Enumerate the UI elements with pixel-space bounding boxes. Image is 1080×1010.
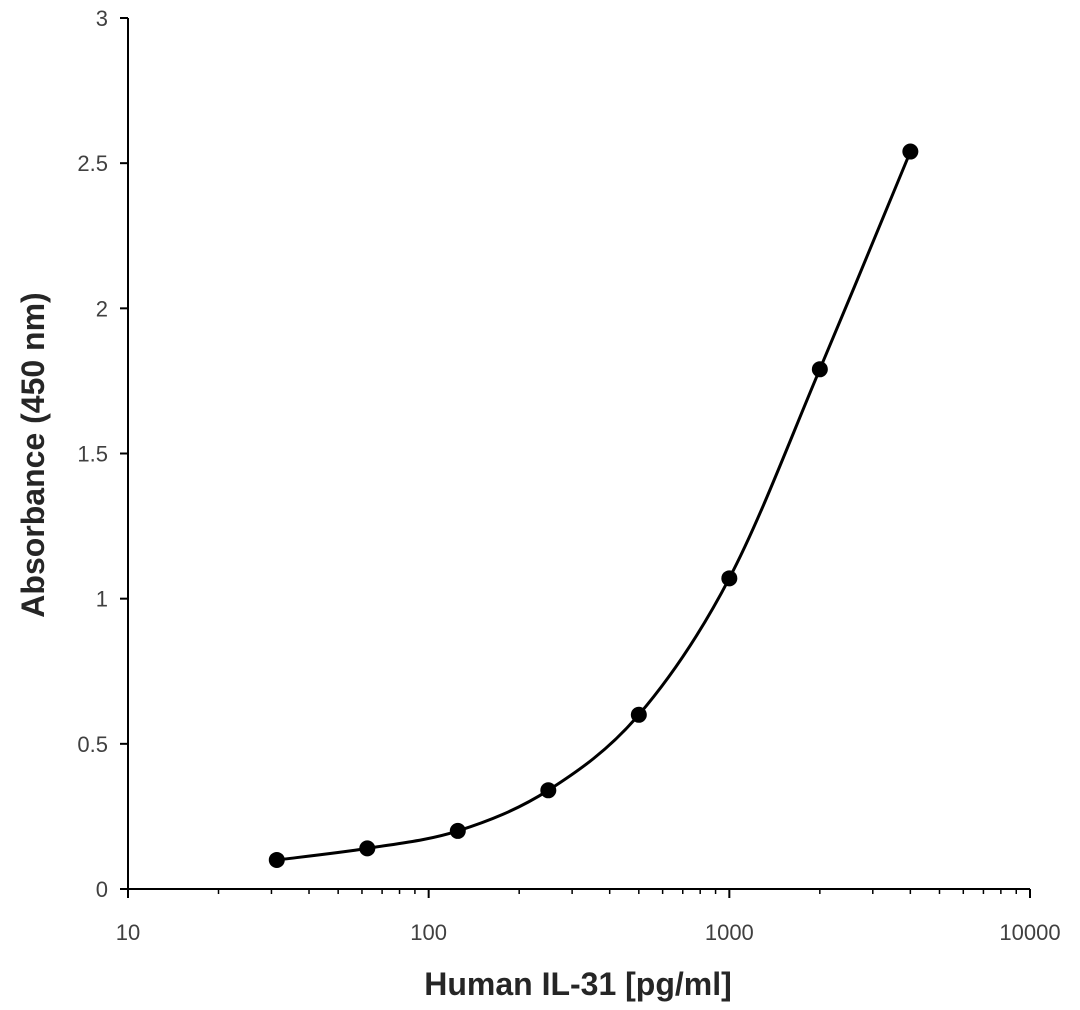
fit-curve [276, 151, 912, 862]
data-point [721, 570, 738, 587]
y-tick-label: 1.5 [77, 442, 108, 467]
y-tick-label: 2 [96, 296, 108, 321]
data-point [902, 143, 919, 160]
data-point [268, 851, 285, 868]
data-points [268, 143, 919, 868]
x-tick-labels: 10 100 1000 10000 [116, 920, 1061, 945]
data-point [359, 840, 376, 857]
y-tick-label: 0 [96, 877, 108, 902]
y-tick-label: 0.5 [77, 732, 108, 757]
data-point [540, 782, 557, 799]
x-axis-title: Human IL-31 [pg/ml] [424, 966, 732, 1002]
y-axis-title: Absorbance (450 nm) [15, 292, 51, 617]
data-point [811, 361, 828, 378]
x-tick-label: 10000 [999, 920, 1060, 945]
y-tick-labels: 0 0.5 1 1.5 2 2.5 3 [77, 6, 108, 902]
y-tick-label: 3 [96, 6, 108, 31]
y-tick-label: 1 [96, 587, 108, 612]
x-tick-label: 1000 [705, 920, 754, 945]
data-point [449, 822, 466, 839]
axes [120, 17, 1031, 898]
x-tick-label: 10 [116, 920, 140, 945]
y-tick-label: 2.5 [77, 151, 108, 176]
x-tick-label: 100 [410, 920, 447, 945]
data-point [630, 706, 647, 723]
